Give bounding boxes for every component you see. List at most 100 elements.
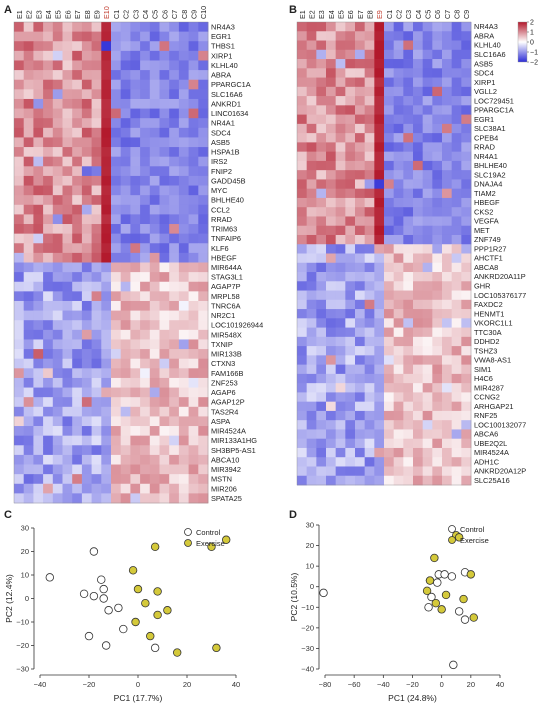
heatmap-cell [374, 197, 385, 208]
heatmap-cell [101, 41, 112, 52]
heatmap-cell [345, 373, 356, 384]
heatmap-cell [149, 368, 160, 379]
heatmap-cell [345, 31, 356, 41]
heatmap-cell [461, 373, 472, 384]
exercise-point [150, 542, 160, 551]
heatmap-cell [403, 401, 414, 412]
heatmap-cell [374, 336, 385, 347]
heatmap-cell [188, 127, 199, 138]
y-axis-label: PC2 (10.5%) [289, 573, 299, 622]
heatmap-cell [461, 420, 472, 430]
heatmap-cell [451, 105, 462, 115]
heatmap-cell [198, 204, 209, 215]
heatmap-cell [188, 397, 199, 408]
heatmap-cell [149, 358, 160, 369]
heatmap-cell [384, 410, 395, 421]
heatmap-cell [111, 358, 122, 369]
heatmap-cell [101, 291, 112, 302]
heatmap-cell [413, 364, 424, 375]
heatmap-cell [140, 137, 151, 148]
heatmap-cell [62, 224, 73, 235]
heatmap-cell [432, 160, 443, 171]
heatmap-cell [393, 392, 404, 403]
heatmap-cell [72, 233, 83, 244]
heatmap-cell [451, 290, 462, 301]
heatmap-cell [43, 175, 54, 186]
heatmap-cell [159, 493, 170, 504]
heatmap-cell [422, 216, 433, 227]
heatmap-cell [345, 383, 356, 393]
panel-a-label: A [4, 4, 12, 16]
heatmap-cell [33, 70, 44, 81]
heatmap-cell [364, 355, 375, 366]
heatmap-cell [413, 234, 424, 245]
heatmap-cell [159, 445, 170, 456]
heatmap-cell [91, 118, 102, 129]
heatmap-cell [345, 364, 356, 375]
heatmap-cell [442, 59, 453, 69]
heatmap-cell [62, 349, 73, 360]
heatmap-cell [52, 329, 63, 340]
heatmap-cell [384, 290, 395, 301]
heatmap-cell [130, 147, 141, 158]
heatmap-cell [43, 397, 54, 408]
legend-marker-exercise [448, 536, 456, 544]
heatmap-cell [355, 475, 366, 486]
heatmap-cell [335, 22, 346, 32]
heatmap-cell [384, 123, 395, 134]
heatmap-cell [72, 474, 83, 485]
heatmap-cell [52, 281, 63, 292]
heatmap-cell [384, 142, 395, 153]
heatmap-cell [461, 234, 472, 245]
heatmap-cell [461, 272, 472, 282]
heatmap-cell [120, 214, 131, 225]
heatmap-cell [345, 225, 356, 236]
heatmap-cell [130, 204, 141, 215]
heatmap-cell [72, 358, 83, 369]
heatmap-cell [91, 454, 102, 465]
heatmap-cell [72, 166, 83, 177]
heatmap-cell [140, 493, 151, 504]
heatmap-cell [198, 483, 209, 494]
heatmap-cell [442, 410, 453, 421]
heatmap-cell [451, 475, 462, 486]
heatmap-cell [451, 40, 462, 51]
heatmap-cell [149, 397, 160, 408]
heatmap-cell [306, 207, 317, 217]
heatmap-cell [120, 60, 131, 71]
heatmap-cell [422, 364, 433, 375]
heatmap-cell [461, 207, 472, 217]
heatmap-cell [393, 281, 404, 291]
heatmap-cell [72, 291, 83, 302]
heatmap-cell [198, 349, 209, 360]
heatmap-cell [149, 262, 160, 273]
heatmap-cell [451, 364, 462, 375]
heatmap-cell [345, 207, 356, 217]
heatmap-cell [345, 216, 356, 227]
heatmap-cell [297, 327, 308, 338]
y-tick-label: 30 [21, 524, 29, 533]
heatmap-cell [140, 31, 151, 42]
column-label-c3: C3 [131, 10, 140, 19]
heatmap-cell [72, 79, 83, 90]
heatmap-cell [140, 377, 151, 388]
heatmap-cell [130, 368, 141, 379]
heatmap-cell [140, 349, 151, 360]
heatmap-cell [316, 31, 327, 41]
heatmap-cell [403, 77, 414, 88]
heatmap-cell [33, 281, 44, 292]
heatmap-cell [442, 40, 453, 51]
gene-label-bhlhe40: BHLHE40 [211, 196, 244, 205]
heatmap-cell [335, 253, 346, 264]
gene-label-znf253: ZNF253 [211, 378, 238, 387]
colorbar-tick-label: 1 [530, 30, 534, 37]
heatmap-cell [111, 262, 122, 273]
heatmap-cell [149, 272, 160, 283]
heatmap-cell [33, 262, 44, 273]
heatmap-cell [120, 98, 131, 109]
column-label-c1: C1 [385, 10, 394, 19]
heatmap-cell [345, 22, 356, 32]
heatmap-cell [432, 438, 443, 449]
heatmap-cell [335, 234, 346, 245]
heatmap-cell [355, 438, 366, 449]
